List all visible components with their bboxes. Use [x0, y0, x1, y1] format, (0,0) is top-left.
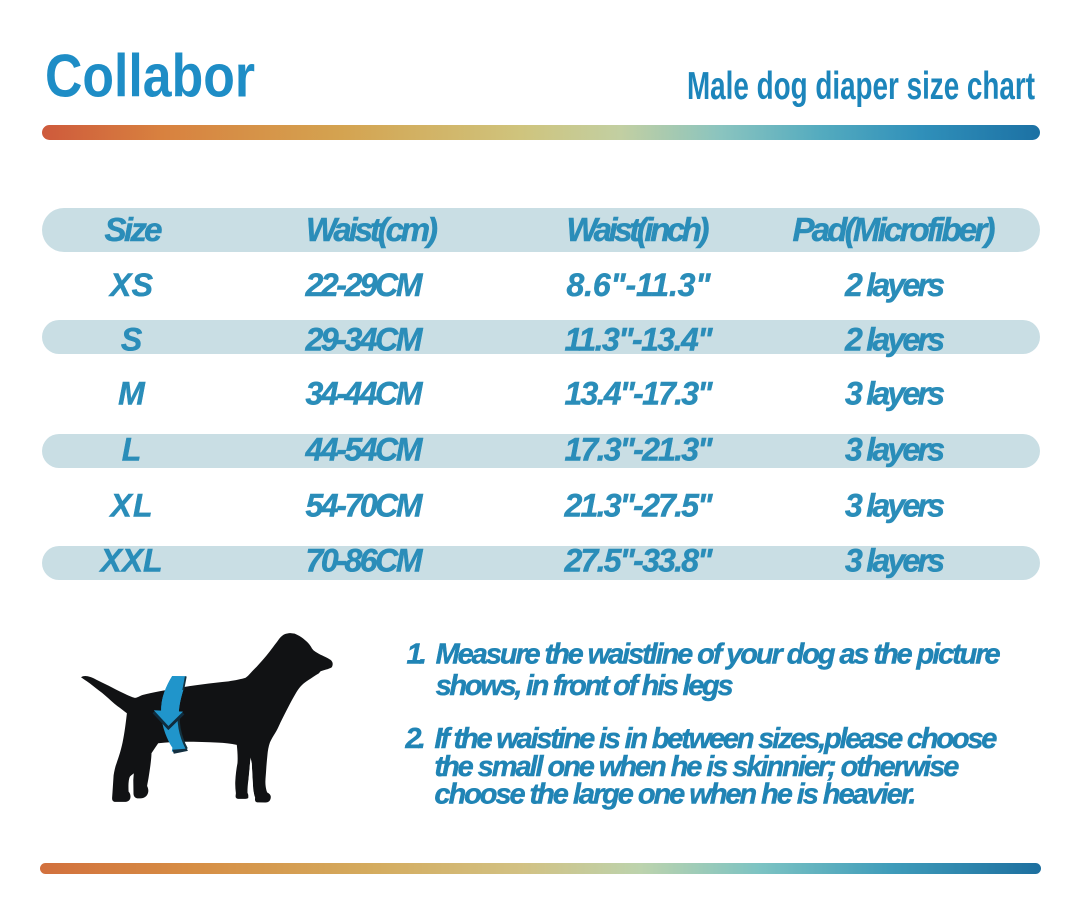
svg-text:the small one when he is skinn: the small one when he is skinnier; other… — [434, 751, 959, 783]
svg-text:13.4"-17.3": 13.4"-17.3" — [565, 376, 714, 412]
svg-text:27.5"-33.8": 27.5"-33.8" — [564, 543, 714, 579]
svg-text:2 layers: 2 layers — [844, 322, 945, 358]
svg-text:70-86CM: 70-86CM — [306, 543, 424, 579]
svg-text:choose the large one when he i: choose the large one when he is heavier. — [434, 779, 916, 811]
svg-text:3 layers: 3 layers — [845, 432, 945, 468]
svg-text:2 layers: 2 layers — [844, 267, 945, 303]
svg-text:If the waistine is in between: If the waistine is in between sizes,plea… — [434, 723, 997, 755]
svg-text:29-34CM: 29-34CM — [305, 322, 424, 358]
svg-text:Measure the waistline of your: Measure the waistline of your dog as the… — [436, 639, 1001, 671]
svg-text:2.: 2. — [404, 723, 426, 755]
svg-text:22-29CM: 22-29CM — [305, 267, 424, 303]
svg-text:44-54CM: 44-54CM — [305, 432, 424, 468]
svg-text:34-44CM: 34-44CM — [306, 376, 424, 412]
svg-text:shows, in front of his legs: shows, in front of his legs — [436, 670, 734, 702]
svg-text:XXL: XXL — [99, 543, 163, 579]
svg-text:Collabor: Collabor — [45, 43, 255, 110]
svg-text:3 layers: 3 layers — [845, 376, 945, 412]
svg-text:Male dog diaper size chart: Male dog diaper size chart — [687, 65, 1035, 108]
svg-text:Waist(inch): Waist(inch) — [567, 211, 710, 248]
svg-text:3 layers: 3 layers — [845, 543, 945, 579]
svg-text:Pad(Microfiber): Pad(Microfiber) — [793, 211, 996, 248]
svg-text:21.3"-27.5": 21.3"-27.5" — [564, 488, 714, 524]
svg-text:1.: 1. — [407, 639, 428, 671]
svg-text:11.3"-13.4": 11.3"-13.4" — [565, 322, 714, 358]
svg-text:L: L — [122, 432, 142, 468]
svg-text:Size: Size — [105, 211, 163, 248]
svg-text:8.6"-11.3": 8.6"-11.3" — [567, 267, 712, 303]
svg-text:XL: XL — [109, 488, 153, 524]
svg-text:Waist(cm): Waist(cm) — [306, 211, 438, 248]
svg-text:3 layers: 3 layers — [845, 488, 945, 524]
svg-text:54-70CM: 54-70CM — [306, 488, 424, 524]
svg-text:17.3"-21.3": 17.3"-21.3" — [565, 432, 714, 468]
svg-text:M: M — [118, 376, 146, 412]
svg-text:S: S — [121, 322, 143, 358]
svg-text:XS: XS — [108, 267, 154, 303]
